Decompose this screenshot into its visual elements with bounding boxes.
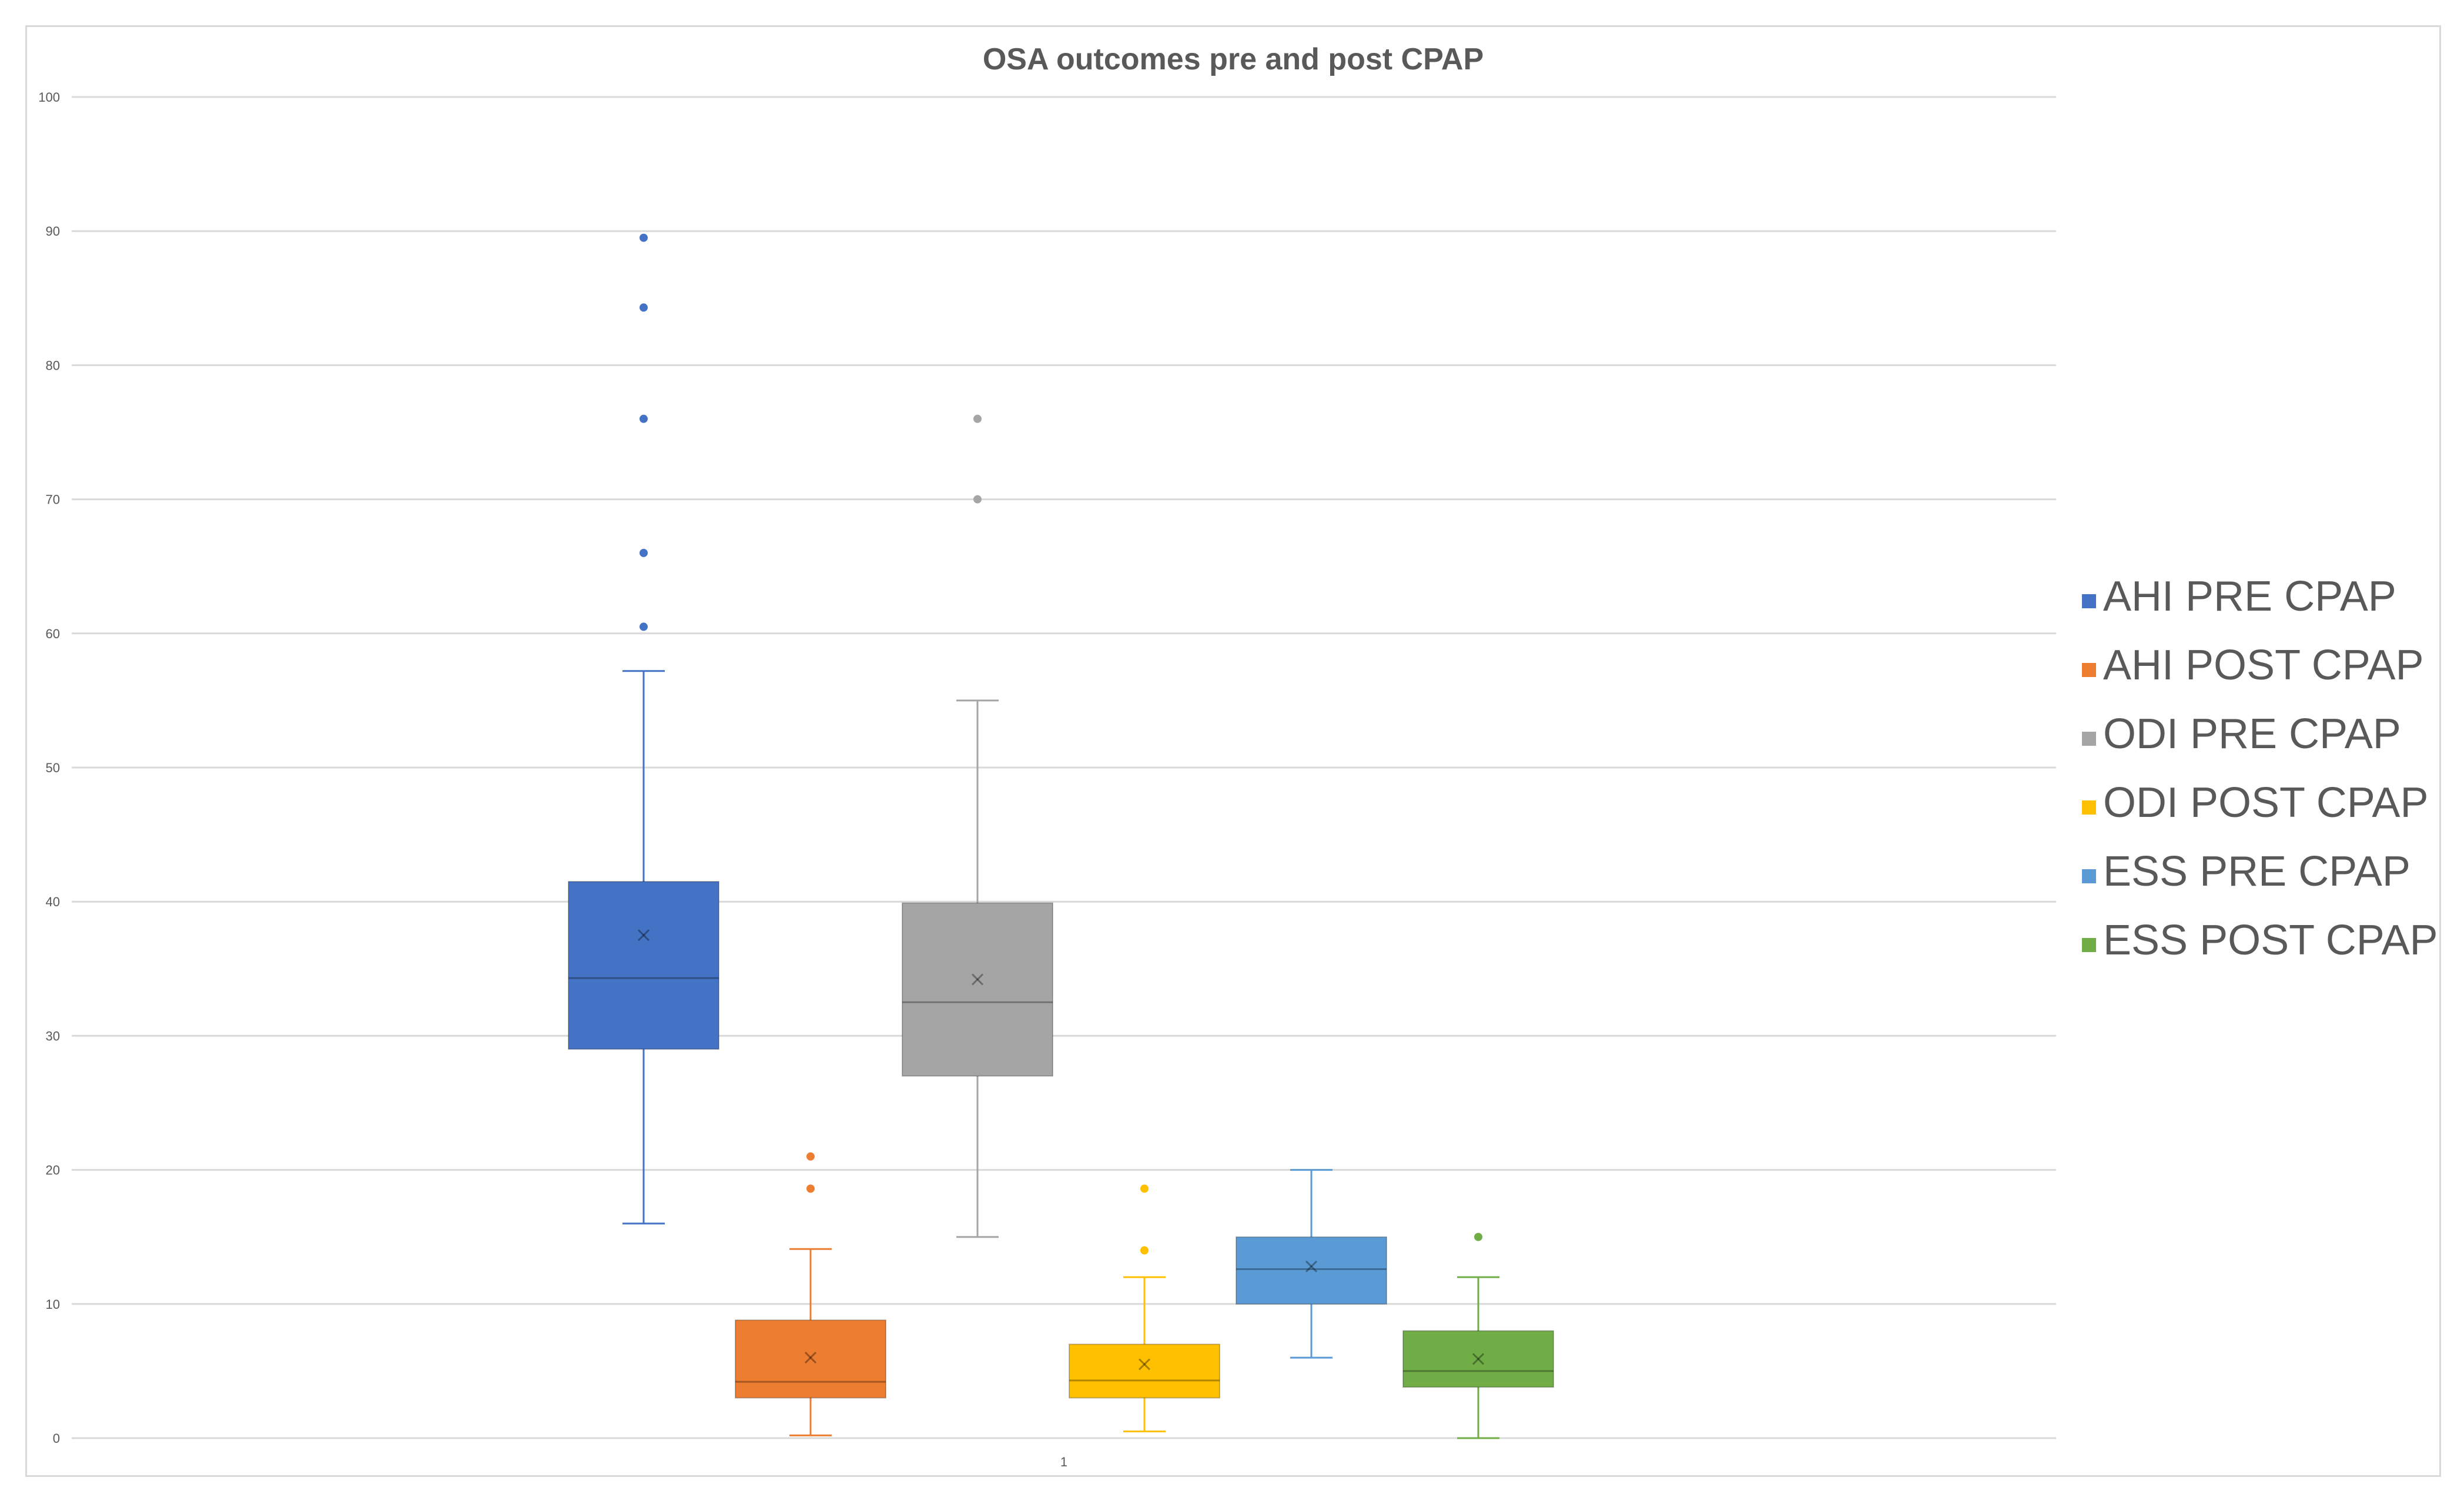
y-tick-label: 60 (46, 626, 60, 641)
y-tick-label: 20 (46, 1163, 60, 1178)
outlier-point (640, 303, 648, 312)
box (735, 1319, 886, 1399)
mean-marker (637, 929, 650, 942)
y-tick-label: 40 (46, 894, 60, 909)
legend-label: ODI POST CPAP (2103, 779, 2428, 826)
mean-marker (1305, 1260, 1318, 1272)
mean-marker (1472, 1353, 1485, 1365)
outlier-point (806, 1184, 815, 1193)
mean-marker (804, 1352, 817, 1364)
outlier-point (1140, 1184, 1149, 1193)
legend-swatch (2082, 594, 2096, 608)
mean-marker (971, 973, 984, 986)
box (1069, 1343, 1220, 1399)
mean-marker (971, 973, 984, 986)
box-group (902, 414, 1053, 1238)
box-plot-layer (568, 233, 1554, 1439)
legend-swatch (2082, 800, 2096, 815)
box-group (1069, 1184, 1220, 1433)
mean-marker (1138, 1358, 1151, 1371)
x-axis-tick-labels: 1 (1060, 1455, 1067, 1469)
mean-marker (804, 1352, 817, 1364)
legend-swatch (2082, 663, 2096, 677)
y-tick-label: 0 (53, 1431, 60, 1446)
legend-label: AHI PRE CPAP (2103, 573, 2396, 620)
mean-marker (1305, 1260, 1318, 1272)
legend-label: ESS POST CPAP (2103, 917, 2438, 964)
chart-title: OSA outcomes pre and post CPAP (983, 42, 1484, 76)
legend-label: ODI PRE CPAP (2103, 711, 2401, 758)
y-axis-tick-labels: 0 10 20 30 40 50 60 70 80 90 100 (38, 90, 60, 1446)
outlier-point (806, 1152, 815, 1161)
legend-swatch (2082, 869, 2096, 883)
y-tick-label: 30 (46, 1028, 60, 1043)
chart-frame (25, 25, 2441, 1477)
grid-layer (72, 96, 2056, 1439)
outlier-point (973, 414, 982, 423)
outlier-point (973, 495, 982, 504)
outlier-point (1474, 1232, 1482, 1241)
box (1236, 1236, 1387, 1305)
box-group (568, 233, 719, 1225)
y-tick-label: 70 (46, 492, 60, 507)
mean-marker (1138, 1358, 1151, 1371)
outlier-point (640, 233, 648, 242)
box (568, 880, 719, 1050)
y-tick-label: 80 (46, 358, 60, 373)
legend-label: ESS PRE CPAP (2103, 848, 2411, 895)
legend: AHI PRE CPAP AHI POST CPAP ODI PRE CPAP ODI… (2082, 573, 2438, 964)
outlier-point (640, 622, 648, 631)
box (1402, 1330, 1554, 1388)
outlier-point (640, 414, 648, 423)
box (902, 902, 1053, 1077)
y-tick-label: 10 (46, 1297, 60, 1312)
box-group (1402, 1232, 1554, 1439)
x-tick-label: 1 (1060, 1455, 1067, 1469)
legend-label: AHI POST CPAP (2103, 642, 2423, 689)
y-tick-label: 90 (46, 224, 60, 239)
outlier-point (1140, 1246, 1149, 1255)
y-tick-label: 100 (38, 90, 60, 105)
legend-swatch (2082, 732, 2096, 746)
box-group (1236, 1169, 1387, 1359)
y-tick-label: 50 (46, 760, 60, 775)
mean-marker (637, 929, 650, 942)
legend-swatch (2082, 938, 2096, 952)
outlier-point (640, 548, 648, 557)
mean-marker (1472, 1353, 1485, 1365)
box-group (735, 1152, 886, 1436)
